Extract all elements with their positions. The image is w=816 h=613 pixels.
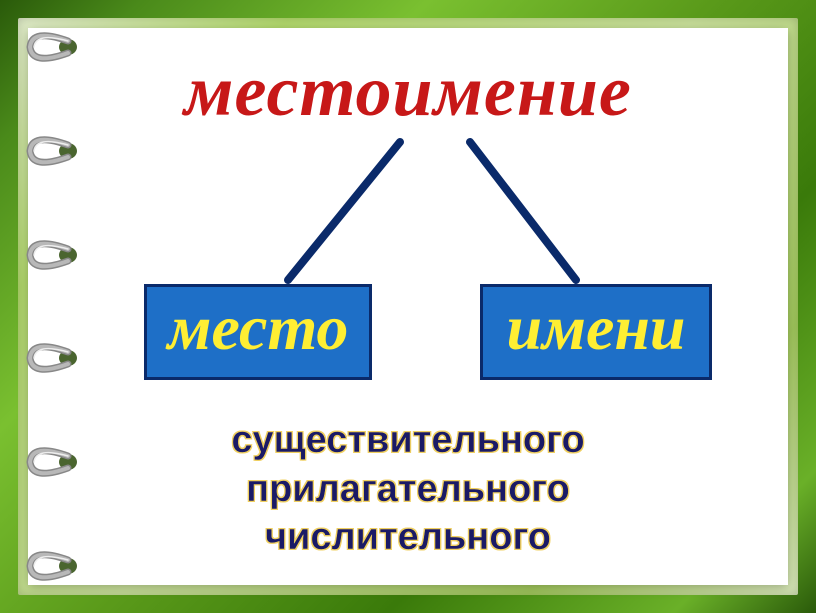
edge-left bbox=[288, 142, 400, 280]
subtitle-line-1: существительного bbox=[28, 416, 788, 465]
spiral-ring bbox=[24, 30, 84, 64]
slide-page: местоимение место имени существительного… bbox=[28, 28, 788, 585]
slide-frame-outer: местоимение место имени существительного… bbox=[0, 0, 816, 613]
edge-right bbox=[470, 142, 576, 280]
diagram-content: местоимение место имени существительного… bbox=[28, 28, 788, 585]
spiral-ring bbox=[24, 445, 84, 479]
node-left: место bbox=[144, 284, 372, 380]
subtitle-line-3: числительного bbox=[28, 513, 788, 562]
spiral-ring bbox=[24, 238, 84, 272]
subtitle-line-2: прилагательного bbox=[28, 465, 788, 514]
slide-frame-inner: местоимение место имени существительного… bbox=[18, 18, 798, 595]
node-right: имени bbox=[480, 284, 712, 380]
spiral-binding bbox=[24, 30, 84, 583]
spiral-ring bbox=[24, 549, 84, 583]
diagram-subtitles: существительного прилагательного числите… bbox=[28, 416, 788, 562]
node-left-label: место bbox=[150, 290, 367, 374]
node-right-label: имени bbox=[489, 290, 704, 374]
spiral-ring bbox=[24, 134, 84, 168]
diagram-title: местоимение bbox=[28, 50, 788, 133]
spiral-ring bbox=[24, 341, 84, 375]
